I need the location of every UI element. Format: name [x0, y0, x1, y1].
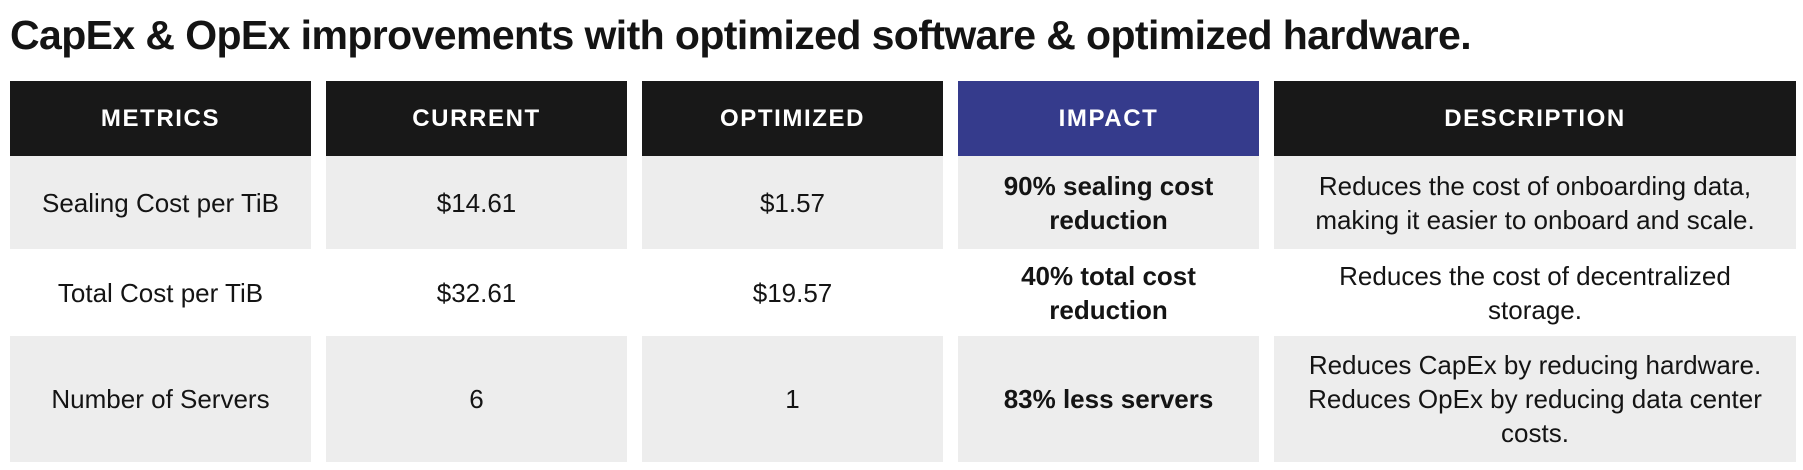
impact-cell: 40% total cost reduction — [1021, 260, 1196, 325]
header-current: CURRENT — [326, 81, 627, 156]
comparison-table: METRICS CURRENT OPTIMIZED IMPACT DESCRIP… — [10, 81, 1796, 462]
header-description: DESCRIPTION — [1274, 81, 1796, 156]
impact-cell: 90% sealing cost reduction — [958, 156, 1259, 249]
impact-cell: 83% less servers — [958, 336, 1259, 462]
current-cell: $14.61 — [326, 156, 627, 249]
description-cell: Reduces the cost of onboarding data, mak… — [1274, 156, 1796, 249]
current-cell: $32.61 — [436, 277, 517, 308]
optimized-cell: $1.57 — [642, 156, 943, 249]
header-impact: IMPACT — [958, 81, 1259, 156]
optimized-cell: 1 — [642, 336, 943, 462]
optimized-cell: $19.57 — [752, 277, 833, 308]
page-title: CapEx & OpEx improvements with optimized… — [10, 12, 1472, 58]
metric-cell: Sealing Cost per TiB — [10, 156, 311, 249]
metric-cell: Number of Servers — [10, 336, 311, 462]
header-optimized: OPTIMIZED — [642, 81, 943, 156]
header-metrics: METRICS — [10, 81, 311, 156]
description-cell: Reduces CapEx by reducing hardware. Redu… — [1274, 336, 1796, 462]
metric-cell: Total Cost per TiB — [57, 277, 264, 308]
current-cell: 6 — [326, 336, 627, 462]
description-cell: Reduces the cost of decentralized storag… — [1339, 260, 1731, 325]
